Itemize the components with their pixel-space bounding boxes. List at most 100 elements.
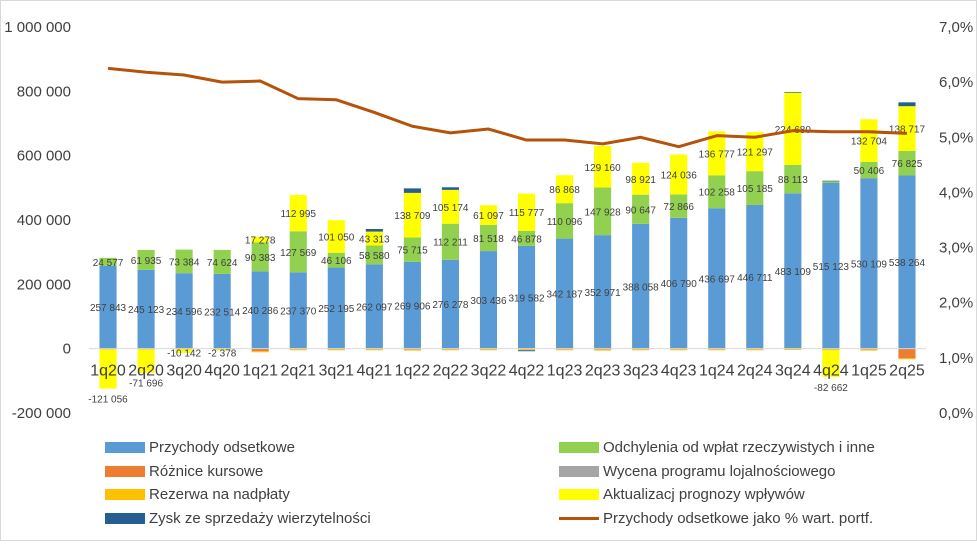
bar-segment <box>99 265 117 349</box>
data-label: 73 384 <box>169 257 200 268</box>
data-label: 436 697 <box>699 274 736 285</box>
x-axis-tick-label: 2q23 <box>585 363 621 380</box>
bar-segment <box>365 231 383 246</box>
bar-segment <box>289 272 307 349</box>
x-axis-tick-label: 3q21 <box>318 363 354 380</box>
bar-segment <box>517 350 536 352</box>
data-label: 319 582 <box>508 293 545 304</box>
data-label: 240 286 <box>242 306 279 317</box>
bar-segment <box>822 181 840 183</box>
data-label: 46 878 <box>511 234 542 245</box>
data-label: 388 058 <box>623 282 660 293</box>
x-axis-tick-label: 4q21 <box>357 363 393 380</box>
data-label: 105 185 <box>737 184 774 195</box>
bar-segment <box>746 132 764 172</box>
bar-segment <box>289 349 307 351</box>
data-label: 101 050 <box>318 232 355 243</box>
data-label: 262 097 <box>356 303 393 314</box>
x-axis-tick-label: 1q22 <box>395 363 431 380</box>
data-label: 530 109 <box>851 259 888 270</box>
bar-segment <box>251 348 269 352</box>
data-label: 515 123 <box>813 262 850 273</box>
bar-segment <box>898 175 916 349</box>
bar-segment <box>289 194 307 232</box>
x-axis-tick-label: 1q24 <box>699 363 735 380</box>
data-label: 58 580 <box>359 251 390 262</box>
bar-segment <box>403 188 421 193</box>
data-label: 136 777 <box>699 149 736 160</box>
data-label: 257 843 <box>90 303 127 314</box>
bar-segment <box>137 269 155 349</box>
bar-segment <box>898 348 916 359</box>
x-axis-tick-label: 4q24 <box>813 363 849 380</box>
data-label: 124 036 <box>661 170 698 181</box>
data-label: 105 174 <box>432 203 469 214</box>
bar-segment <box>441 349 459 351</box>
data-label: 245 123 <box>128 305 165 316</box>
y2-axis-tick-label: 1,0% <box>939 350 973 367</box>
x-axis-tick-label: 2q25 <box>889 363 925 380</box>
data-label: 61 935 <box>131 256 162 267</box>
data-label: 538 264 <box>889 258 926 269</box>
bar-segment <box>175 273 193 349</box>
data-label: 110 096 <box>547 217 583 228</box>
data-label: 46 106 <box>321 256 352 267</box>
data-label: 112 995 <box>281 209 317 220</box>
data-label: 127 569 <box>280 248 317 259</box>
data-label: 237 370 <box>280 306 317 317</box>
bar-segment <box>784 193 802 349</box>
data-label: 86 868 <box>549 185 580 196</box>
bar-segment <box>137 349 155 373</box>
data-label: 446 711 <box>737 273 773 284</box>
bar-segment <box>365 245 383 265</box>
data-label: 138 709 <box>394 211 431 222</box>
data-label: 81 518 <box>473 234 504 245</box>
bar-segment <box>251 242 269 272</box>
data-label: 115 777 <box>509 208 545 219</box>
bar-segment <box>898 102 916 107</box>
percent-line-series <box>107 66 908 149</box>
bar-segment <box>860 119 878 162</box>
bar-segment <box>670 154 688 195</box>
bar-segment <box>365 264 383 349</box>
y2-axis-tick-label: 0,0% <box>939 405 973 422</box>
x-axis-tick-label: 2q20 <box>128 363 164 380</box>
bar-segment <box>860 349 878 351</box>
bar-segment <box>517 230 536 246</box>
bar-segment <box>403 237 421 262</box>
bar-segment <box>632 162 650 195</box>
bar-segment <box>327 252 345 268</box>
x-axis-tick-label: 3q24 <box>775 363 811 380</box>
bar-segment <box>594 235 612 349</box>
x-axis-tick-label: 3q22 <box>471 363 507 380</box>
bar-segment <box>670 217 688 349</box>
bar-segment <box>99 349 117 389</box>
bar-segment <box>327 220 345 253</box>
bar-segment <box>746 171 764 205</box>
bar-segment <box>556 203 574 239</box>
data-label: 138 717 <box>889 125 926 136</box>
bar-segment <box>594 145 612 188</box>
bar-segment <box>746 349 764 351</box>
bar-segment <box>746 204 764 349</box>
data-label: 72 866 <box>663 202 694 213</box>
bar-segment <box>403 261 421 349</box>
bar-segment <box>822 349 840 351</box>
bar-segment <box>289 231 307 273</box>
x-axis-tick-label: 1q21 <box>242 363 278 380</box>
bar-segment <box>365 229 383 232</box>
x-axis-tick-label: 2q21 <box>280 363 316 380</box>
bar-segment <box>822 350 840 377</box>
data-label: 232 514 <box>204 307 241 318</box>
data-label: 121 297 <box>737 148 774 159</box>
bar-segment <box>403 349 421 351</box>
bar-segment <box>479 349 498 351</box>
x-axis-tick-label: 1q20 <box>90 363 126 380</box>
bar-segment <box>898 106 916 151</box>
bar-segment <box>860 161 878 179</box>
bar-segment <box>517 245 536 349</box>
bar-segment <box>403 192 421 238</box>
bar-segment <box>670 349 688 351</box>
data-label: 90 383 <box>245 253 276 264</box>
